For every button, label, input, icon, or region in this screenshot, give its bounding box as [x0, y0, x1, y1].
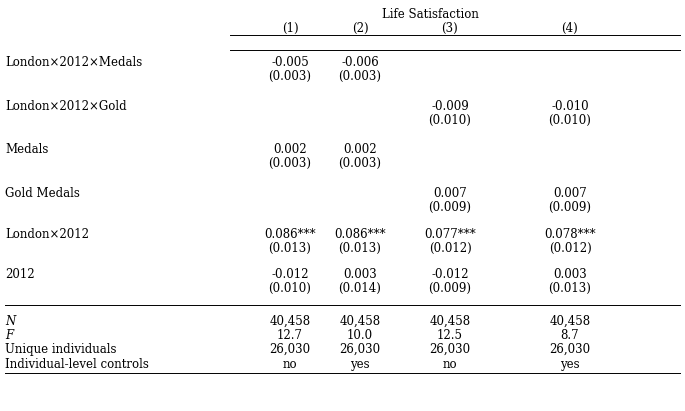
Text: Gold Medals: Gold Medals — [5, 187, 80, 200]
Text: N: N — [5, 315, 15, 328]
Text: -0.012: -0.012 — [271, 268, 309, 281]
Text: -0.005: -0.005 — [271, 56, 309, 69]
Text: 0.086***: 0.086*** — [334, 228, 386, 241]
Text: 40,458: 40,458 — [269, 315, 310, 328]
Text: 26,030: 26,030 — [549, 343, 590, 356]
Text: London×2012×Medals: London×2012×Medals — [5, 56, 142, 69]
Text: (1): (1) — [282, 22, 298, 35]
Text: -0.012: -0.012 — [432, 268, 469, 281]
Text: (0.014): (0.014) — [338, 282, 382, 295]
Text: (0.013): (0.013) — [338, 242, 382, 255]
Text: F: F — [5, 329, 13, 342]
Text: 26,030: 26,030 — [340, 343, 381, 356]
Text: (0.003): (0.003) — [269, 157, 312, 170]
Text: (0.010): (0.010) — [269, 282, 312, 295]
Text: 0.003: 0.003 — [553, 268, 587, 281]
Text: 0.007: 0.007 — [433, 187, 467, 200]
Text: 40,458: 40,458 — [549, 315, 590, 328]
Text: 12.5: 12.5 — [437, 329, 463, 342]
Text: -0.006: -0.006 — [341, 56, 379, 69]
Text: Medals: Medals — [5, 143, 49, 156]
Text: 0.002: 0.002 — [273, 143, 307, 156]
Text: (0.003): (0.003) — [269, 70, 312, 83]
Text: (0.012): (0.012) — [549, 242, 591, 255]
Text: 0.078***: 0.078*** — [544, 228, 596, 241]
Text: (0.003): (0.003) — [338, 70, 382, 83]
Text: 0.086***: 0.086*** — [264, 228, 316, 241]
Text: Life Satisfaction: Life Satisfaction — [382, 8, 478, 21]
Text: 0.077***: 0.077*** — [424, 228, 476, 241]
Text: (0.009): (0.009) — [429, 282, 471, 295]
Text: 8.7: 8.7 — [561, 329, 580, 342]
Text: (0.003): (0.003) — [338, 157, 382, 170]
Text: 0.007: 0.007 — [553, 187, 587, 200]
Text: no: no — [283, 358, 297, 371]
Text: London×2012: London×2012 — [5, 228, 89, 241]
Text: 40,458: 40,458 — [429, 315, 471, 328]
Text: Unique individuals: Unique individuals — [5, 343, 116, 356]
Text: (3): (3) — [442, 22, 458, 35]
Text: -0.010: -0.010 — [551, 100, 589, 113]
Text: London×2012×Gold: London×2012×Gold — [5, 100, 127, 113]
Text: (0.013): (0.013) — [269, 242, 312, 255]
Text: (0.009): (0.009) — [429, 201, 471, 214]
Text: 12.7: 12.7 — [277, 329, 303, 342]
Text: (2): (2) — [351, 22, 369, 35]
Text: 10.0: 10.0 — [347, 329, 373, 342]
Text: 26,030: 26,030 — [429, 343, 471, 356]
Text: no: no — [443, 358, 458, 371]
Text: yes: yes — [560, 358, 580, 371]
Text: 40,458: 40,458 — [340, 315, 381, 328]
Text: (4): (4) — [562, 22, 578, 35]
Text: 0.002: 0.002 — [343, 143, 377, 156]
Text: 0.003: 0.003 — [343, 268, 377, 281]
Text: (0.012): (0.012) — [429, 242, 471, 255]
Text: 2012: 2012 — [5, 268, 35, 281]
Text: Individual-level controls: Individual-level controls — [5, 358, 149, 371]
Text: (0.009): (0.009) — [549, 201, 592, 214]
Text: -0.009: -0.009 — [431, 100, 469, 113]
Text: 26,030: 26,030 — [269, 343, 310, 356]
Text: yes: yes — [350, 358, 370, 371]
Text: (0.010): (0.010) — [429, 114, 471, 127]
Text: (0.013): (0.013) — [549, 282, 591, 295]
Text: (0.010): (0.010) — [549, 114, 591, 127]
